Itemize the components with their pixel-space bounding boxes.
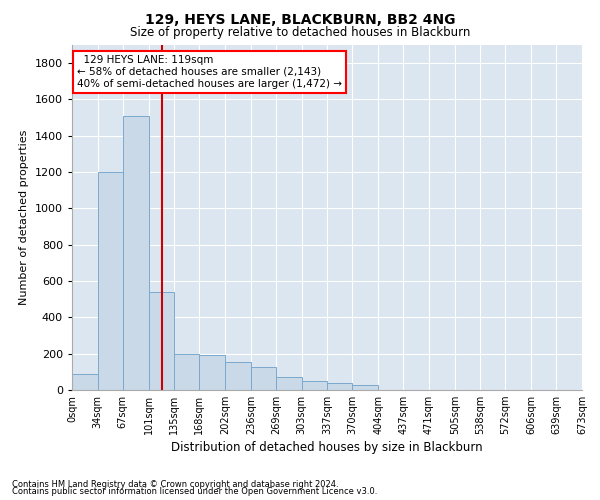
Bar (98, 172, 123, 390)
Bar (302, 381, 328, 390)
Text: Contains public sector information licensed under the Open Government Licence v3: Contains public sector information licen… (12, 488, 377, 496)
Bar (251, 368, 276, 390)
Text: Size of property relative to detached houses in Blackburn: Size of property relative to detached ho… (130, 26, 470, 39)
Text: Contains HM Land Registry data © Crown copyright and database right 2024.: Contains HM Land Registry data © Crown c… (12, 480, 338, 489)
Bar (175, 354, 199, 390)
Bar (72, 374, 98, 390)
Text: 129 HEYS LANE: 119sqm
← 58% of detached houses are smaller (2,143)
40% of semi-d: 129 HEYS LANE: 119sqm ← 58% of detached … (77, 56, 342, 88)
Text: 129, HEYS LANE, BLACKBURN, BB2 4NG: 129, HEYS LANE, BLACKBURN, BB2 4NG (145, 12, 455, 26)
Bar (328, 382, 352, 390)
Bar (276, 378, 302, 390)
Bar (123, 116, 149, 390)
Bar (352, 384, 378, 390)
Y-axis label: Number of detached properties: Number of detached properties (19, 130, 29, 305)
Bar (199, 354, 225, 390)
Bar (149, 292, 175, 390)
Bar (225, 362, 251, 390)
X-axis label: Distribution of detached houses by size in Blackburn: Distribution of detached houses by size … (171, 442, 483, 454)
